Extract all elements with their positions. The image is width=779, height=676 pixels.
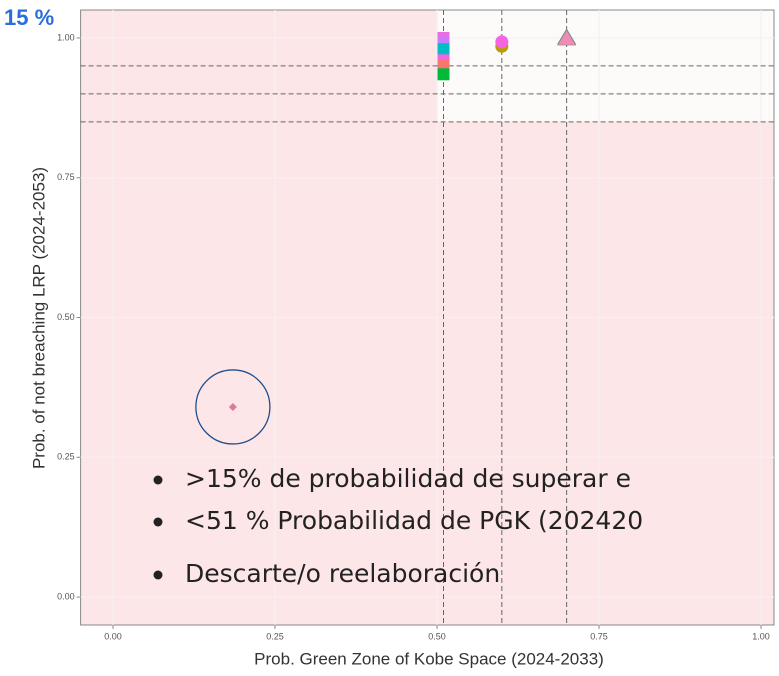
bullet-text: >15% de probabilidad de superar e: [185, 464, 631, 493]
x-tick-label: 1.00: [752, 631, 770, 641]
x-axis-label: Prob. Green Zone of Kobe Space (2024-203…: [254, 649, 604, 668]
point: [437, 68, 450, 81]
y-axis-label: Prob. of not breaching LRP (2024-2053): [29, 167, 48, 469]
y-tick-label: 0.50: [57, 312, 75, 322]
x-tick-label: 0.50: [428, 631, 446, 641]
bullet-dot: [153, 570, 163, 580]
y-tick-label: 1.00: [57, 32, 75, 42]
bullet-text: Descarte/o reelaboración: [185, 559, 500, 588]
point: [437, 43, 450, 56]
bullet-dot: [153, 475, 163, 485]
point: [557, 29, 577, 46]
x-tick-label: 0.00: [104, 631, 122, 641]
bullet-dot: [153, 517, 163, 527]
corner-label: 15 %: [4, 5, 54, 30]
highlight-circle: [195, 369, 271, 445]
y-tick-label: 0.00: [57, 591, 75, 601]
point: [495, 35, 509, 49]
y-tick-label: 0.75: [57, 172, 75, 182]
y-tick-label: 0.25: [57, 452, 75, 462]
bullet-text: <51 % Probabilidad de PGK (202420: [185, 506, 643, 535]
point: [228, 402, 237, 411]
x-tick-label: 0.25: [266, 631, 284, 641]
x-tick-label: 0.75: [590, 631, 608, 641]
point: [437, 59, 450, 72]
